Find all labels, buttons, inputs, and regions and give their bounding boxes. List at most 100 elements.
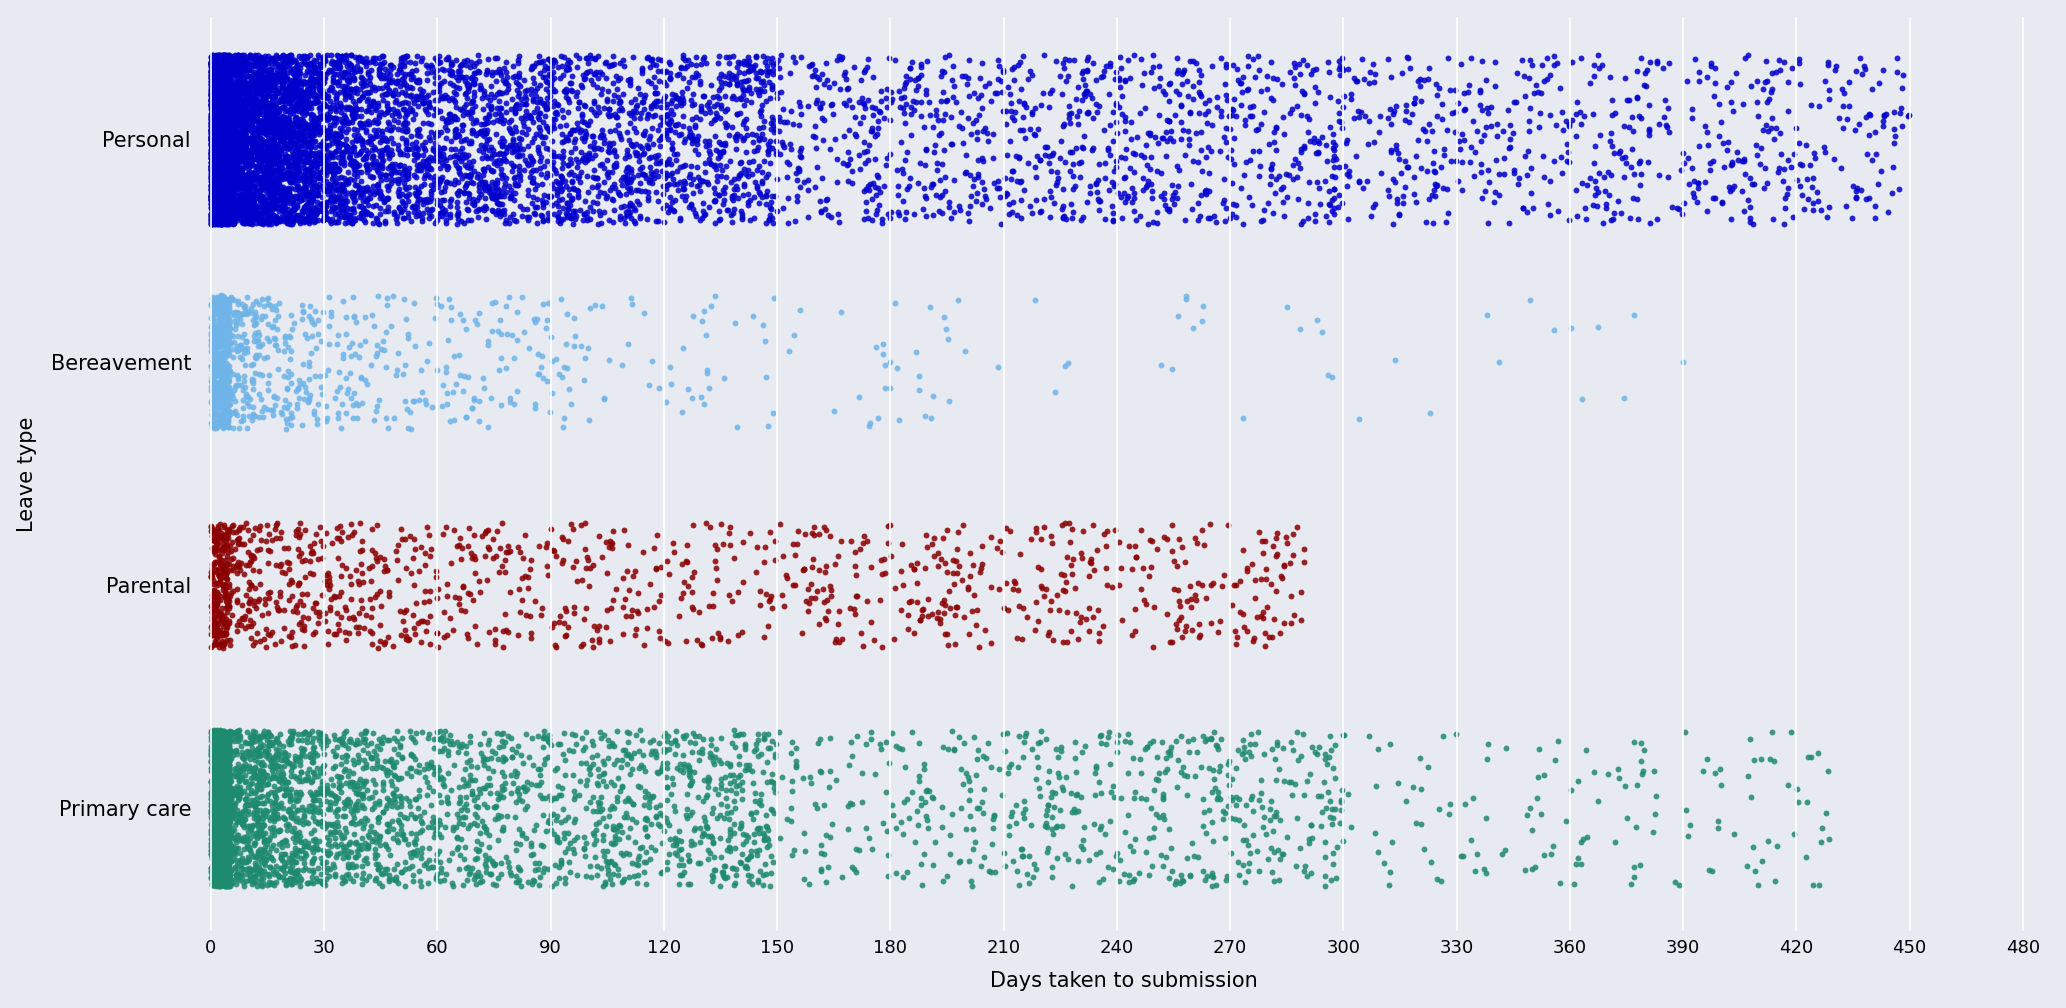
Point	[209, 600, 242, 616]
Point	[209, 162, 242, 178]
Point	[211, 105, 244, 121]
Point	[198, 110, 231, 126]
Point	[269, 749, 302, 765]
Point	[1130, 844, 1163, 860]
Point	[1620, 818, 1653, 835]
Point	[333, 115, 366, 131]
Point	[452, 146, 486, 162]
Point	[211, 844, 244, 860]
Point	[213, 194, 246, 210]
Point	[886, 161, 919, 177]
Point	[219, 393, 252, 409]
Point	[219, 816, 252, 833]
Point	[521, 141, 554, 157]
Point	[248, 769, 281, 785]
Point	[194, 379, 227, 395]
Point	[467, 122, 500, 138]
Point	[504, 172, 537, 188]
Point	[194, 171, 227, 187]
Point	[293, 202, 326, 218]
Point	[196, 165, 229, 181]
Point	[202, 529, 236, 545]
Point	[200, 764, 233, 780]
Point	[581, 777, 614, 793]
Point	[390, 115, 424, 131]
Point	[597, 156, 630, 172]
Point	[273, 114, 306, 130]
Point	[537, 71, 570, 87]
Point	[267, 47, 300, 64]
Point	[217, 178, 250, 195]
Point	[306, 149, 339, 165]
Point	[207, 48, 240, 65]
Point	[205, 141, 238, 157]
Point	[337, 801, 370, 817]
Point	[283, 376, 316, 392]
Point	[256, 126, 289, 142]
Point	[384, 61, 417, 78]
Point	[198, 765, 231, 781]
Point	[207, 114, 240, 130]
Point	[202, 358, 236, 374]
Point	[289, 845, 322, 861]
Point	[273, 863, 306, 879]
Point	[200, 185, 233, 202]
Point	[1372, 182, 1405, 199]
Point	[202, 801, 236, 817]
Point	[1225, 84, 1258, 100]
Point	[196, 99, 229, 115]
Point	[409, 545, 442, 561]
Point	[233, 198, 267, 214]
Point	[211, 155, 244, 171]
Point	[653, 201, 686, 217]
Point	[618, 745, 651, 761]
Point	[198, 369, 231, 385]
Point	[211, 755, 244, 771]
Point	[388, 49, 421, 66]
Point	[1126, 78, 1159, 94]
Point	[202, 322, 236, 338]
Point	[260, 187, 293, 204]
Point	[843, 160, 876, 176]
Point	[351, 790, 384, 806]
Point	[717, 187, 750, 204]
Point	[1740, 137, 1773, 153]
Point	[211, 143, 244, 159]
Point	[952, 198, 985, 214]
Point	[205, 404, 238, 420]
Point	[236, 116, 269, 132]
Point	[1326, 833, 1359, 849]
Point	[246, 809, 279, 826]
Point	[260, 65, 293, 81]
Point	[316, 147, 349, 163]
Point	[194, 176, 227, 193]
Point	[196, 54, 229, 71]
Point	[1163, 531, 1196, 547]
Point	[1847, 57, 1880, 74]
Point	[244, 215, 277, 231]
Point	[1097, 104, 1130, 120]
Point	[324, 136, 357, 152]
Point	[209, 147, 242, 163]
Point	[205, 199, 238, 215]
Point	[202, 414, 236, 430]
Point	[196, 155, 229, 171]
Point	[196, 776, 229, 792]
Point	[198, 155, 231, 171]
Point	[213, 214, 246, 230]
Point	[194, 48, 227, 65]
Point	[322, 769, 355, 785]
Point	[1500, 65, 1533, 81]
Point	[198, 128, 231, 144]
Point	[205, 186, 238, 203]
Point	[372, 199, 405, 215]
Point	[1537, 323, 1570, 339]
Point	[552, 157, 585, 173]
Point	[488, 781, 521, 797]
Point	[209, 401, 242, 417]
Point	[205, 102, 238, 118]
Point	[281, 75, 314, 91]
Point	[207, 136, 240, 152]
Point	[419, 866, 452, 882]
Point	[479, 745, 512, 761]
